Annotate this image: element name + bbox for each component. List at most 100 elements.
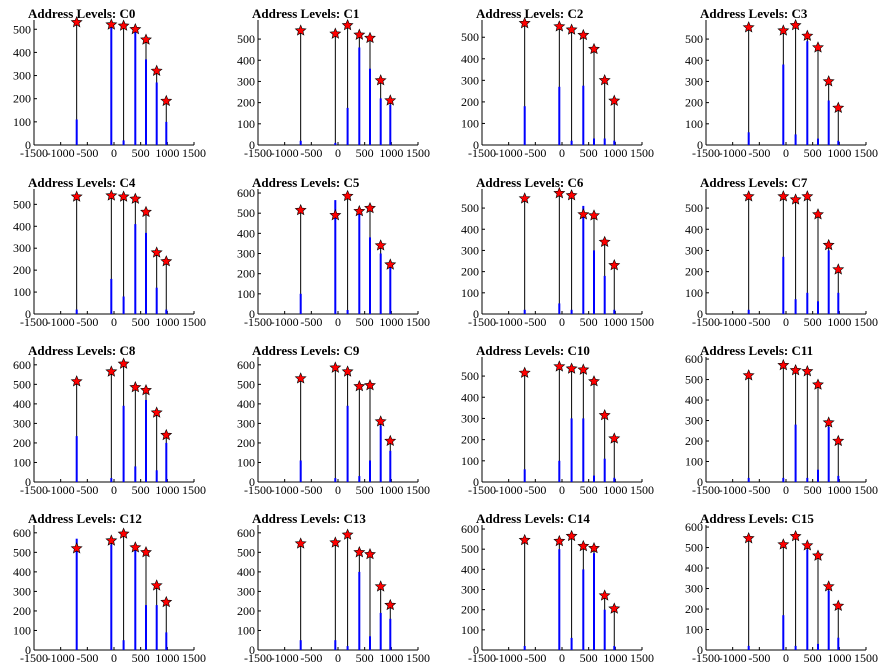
- x-tick-label: 1000: [379, 315, 403, 329]
- x-tick-label: 0: [335, 483, 341, 497]
- data-bar: [523, 309, 526, 314]
- x-tick-label: 500: [132, 146, 150, 160]
- x-tick-label: -500: [300, 146, 322, 160]
- x-tick-label: 500: [356, 146, 374, 160]
- y-tick-label: 200: [237, 436, 255, 450]
- peak-marker-star: [801, 29, 814, 41]
- y-tick-label: 600: [237, 526, 255, 540]
- peak-marker-star: [518, 366, 531, 378]
- data-bar: [794, 424, 797, 482]
- chart-title: Address Levels: C0: [28, 6, 135, 21]
- peak-marker-star: [518, 16, 531, 29]
- y-tick-label: 300: [461, 411, 479, 425]
- y-tick-label: 100: [685, 286, 703, 300]
- data-bar: [782, 256, 785, 314]
- y-tick-label: 100: [237, 117, 255, 131]
- chart-panel: Address Levels: C60100200300400500-1500-…: [461, 175, 654, 329]
- peak-marker-star: [294, 372, 307, 384]
- peak-marker-star: [789, 193, 802, 205]
- data-bar: [603, 275, 606, 314]
- chart-title: Address Levels: C4: [28, 175, 136, 190]
- y-tick-label: 400: [237, 397, 255, 411]
- y-tick-label: 0: [473, 643, 479, 657]
- peak-marker-star: [598, 589, 611, 601]
- data-bar: [747, 132, 750, 145]
- y-tick-label: 100: [237, 455, 255, 469]
- y-tick-label: 400: [461, 562, 479, 576]
- x-tick-label: -1000: [271, 651, 299, 665]
- y-tick-label: 500: [685, 32, 703, 46]
- y-tick-label: 200: [461, 433, 479, 447]
- data-bar: [389, 450, 392, 483]
- chart-panel: Address Levels: C40100200300400500-1500-…: [13, 175, 206, 329]
- x-tick-label: -500: [300, 315, 322, 329]
- y-tick-label: 100: [13, 623, 31, 637]
- y-tick-label: 0: [473, 475, 479, 489]
- x-tick-label: -1000: [495, 651, 523, 665]
- y-tick-label: 200: [685, 265, 703, 279]
- x-tick-label: 1500: [854, 146, 878, 160]
- data-bar: [582, 205, 585, 314]
- y-tick-label: 500: [685, 541, 703, 555]
- y-tick-label: 500: [237, 206, 255, 220]
- peak-marker-star: [117, 357, 130, 369]
- y-tick-label: 100: [237, 623, 255, 637]
- x-tick-label: 1500: [406, 146, 430, 160]
- peak-marker-star: [140, 546, 152, 558]
- data-bar: [817, 138, 819, 145]
- peak-marker-star: [777, 190, 790, 202]
- y-tick-label: 500: [461, 30, 479, 44]
- chart-title: Address Levels: C11: [700, 343, 813, 358]
- peak-marker-star: [742, 190, 755, 202]
- peak-marker-star: [150, 579, 163, 591]
- data-bar: [75, 119, 78, 145]
- x-tick-label: 500: [132, 483, 150, 497]
- data-bar: [523, 106, 526, 145]
- chart-panel: Address Levels: C14 0 100 200 300 400 500 600 -1…: [461, 511, 654, 665]
- peak-marker-star: [294, 203, 307, 216]
- data-bar: [593, 475, 595, 482]
- y-tick-label: 200: [685, 96, 703, 110]
- x-tick-label: 1000: [379, 483, 403, 497]
- peak-marker-star: [789, 19, 802, 31]
- y-tick-label: 500: [237, 32, 255, 46]
- y-tick-label: 100: [13, 455, 31, 469]
- y-tick-label: 100: [461, 623, 479, 637]
- x-tick-label: 1000: [603, 146, 627, 160]
- chart-panel: Address Levels: C9 0 100 200 300 400 500 600 -15…: [237, 343, 430, 497]
- chart-title: Address Levels: C15: [700, 511, 814, 526]
- peak-marker-star: [577, 28, 590, 41]
- peak-marker-star: [789, 530, 802, 542]
- peak-marker-star: [160, 255, 173, 267]
- data-bar: [379, 425, 382, 482]
- y-tick-label: 0: [697, 475, 703, 489]
- peak-marker-star: [598, 235, 611, 248]
- data-bar: [134, 466, 137, 482]
- x-tick-label: -1000: [719, 483, 747, 497]
- x-tick-label: -1500: [244, 146, 272, 160]
- data-bar: [379, 98, 382, 145]
- peak-marker-star: [341, 528, 354, 540]
- data-bar: [134, 224, 137, 314]
- y-tick-label: 100: [13, 115, 31, 129]
- data-bar: [806, 41, 809, 146]
- data-bar: [837, 637, 840, 650]
- x-tick-label: -500: [524, 483, 546, 497]
- peak-marker-star: [565, 23, 578, 35]
- chart-title: Address Levels: C2: [476, 6, 583, 21]
- x-tick-label: 1500: [182, 146, 206, 160]
- peak-marker-star: [822, 238, 835, 251]
- peak-marker-star: [789, 364, 802, 376]
- x-tick-label: -1500: [468, 651, 496, 665]
- x-tick-label: -1500: [468, 315, 496, 329]
- x-tick-label: 1000: [379, 146, 403, 160]
- x-tick-label: -1000: [271, 315, 299, 329]
- y-tick-label: 100: [685, 117, 703, 131]
- x-tick-label: 0: [783, 146, 789, 160]
- x-tick-label: 0: [335, 315, 341, 329]
- peak-marker-star: [329, 361, 342, 373]
- peak-marker-star: [822, 416, 835, 428]
- data-bar: [165, 309, 168, 314]
- data-bar: [747, 645, 750, 650]
